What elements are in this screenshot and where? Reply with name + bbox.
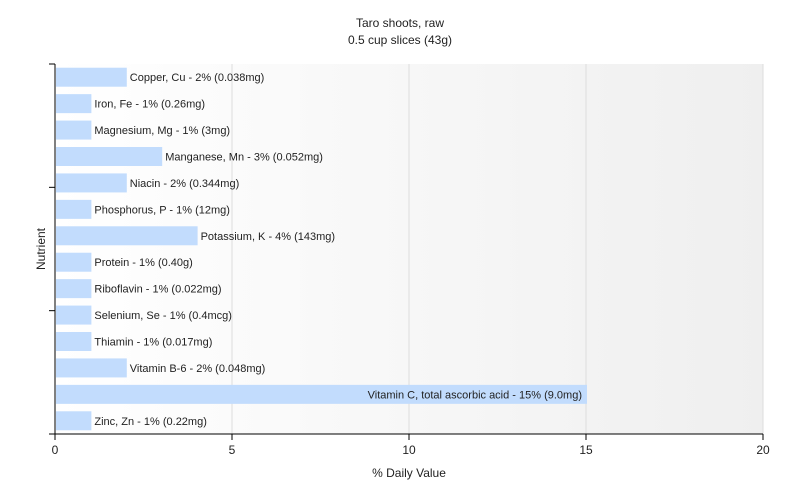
bar [56, 252, 92, 272]
bar-data-label: Manganese, Mn - 3% (0.052mg) [165, 152, 323, 164]
bar-data-label: Vitamin C, total ascorbic acid - 15% (9.… [368, 389, 582, 401]
bar [56, 279, 92, 299]
x-tick-label: 15 [579, 443, 593, 457]
bar [56, 199, 92, 219]
bar [56, 67, 127, 87]
bar [56, 332, 92, 351]
bar [56, 226, 198, 246]
bar [56, 384, 587, 404]
x-tick-label: 5 [229, 443, 236, 457]
bar-data-label: Iron, Fe - 1% (0.26mg) [94, 99, 205, 111]
x-tick-label: 10 [402, 443, 416, 457]
bar-data-label: Phosphorus, P - 1% (12mg) [94, 204, 230, 216]
chart-title: Taro shoots, raw [355, 16, 445, 30]
bar-data-label: Niacin - 2% (0.344mg) [130, 178, 239, 190]
bar-data-label: Zinc, Zn - 1% (0.22mg) [94, 416, 206, 428]
bar [56, 305, 92, 325]
bar-data-label: Copper, Cu - 2% (0.038mg) [130, 72, 265, 84]
bar-data-label: Protein - 1% (0.40g) [94, 257, 192, 269]
x-axis-title: % Daily Value [372, 466, 446, 480]
bar [56, 173, 127, 193]
bar [56, 411, 92, 431]
bar-data-label: Riboflavin - 1% (0.022mg) [94, 284, 221, 296]
bar-data-label: Magnesium, Mg - 1% (3mg) [94, 125, 230, 137]
chart-subtitle: 0.5 cup slices (43g) [347, 33, 453, 47]
bar-data-label: Thiamin - 1% (0.017mg) [94, 337, 212, 349]
bar [56, 147, 163, 166]
bar [56, 94, 92, 114]
x-tick-label: 20 [756, 443, 770, 457]
bar-data-label: Vitamin B-6 - 2% (0.048mg) [130, 363, 266, 375]
y-axis-title: Nutrient [34, 227, 48, 270]
bar-data-label: Selenium, Se - 1% (0.4mcg) [94, 310, 232, 322]
bar [56, 120, 92, 140]
x-tick-label: 0 [52, 443, 59, 457]
bar-data-label: Potassium, K - 4% (143mg) [201, 231, 336, 243]
bar [56, 358, 127, 378]
